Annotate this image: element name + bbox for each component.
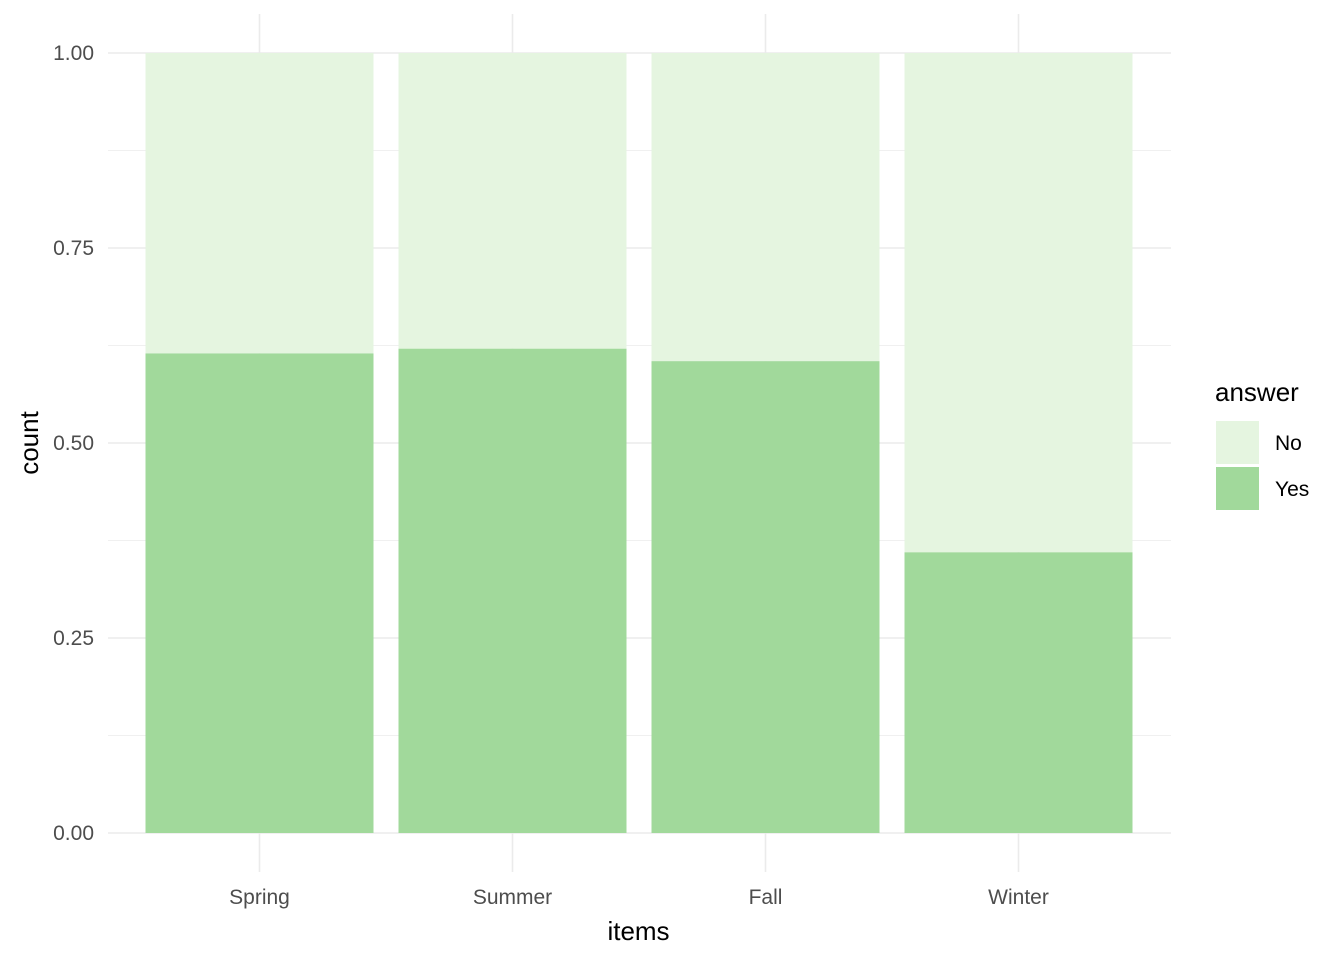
- legend-title: answer: [1215, 377, 1299, 407]
- bar-spring-no: [145, 53, 374, 354]
- y-tick-label: 0.50: [53, 432, 94, 455]
- bar-winter-yes: [904, 552, 1133, 833]
- y-tick-label: 1.00: [53, 42, 94, 65]
- y-tick-label: 0.25: [53, 627, 94, 650]
- bar-spring-yes: [145, 353, 374, 833]
- bar-winter-no: [904, 53, 1133, 553]
- bar-fall-yes: [651, 361, 880, 833]
- x-axis-ticks: Spring Summer Fall Winter: [229, 886, 1049, 909]
- x-axis-title: items: [607, 916, 669, 946]
- y-axis-title: count: [14, 410, 44, 474]
- bar-fall-no: [651, 53, 880, 362]
- bar-summer-no: [398, 53, 627, 349]
- y-tick-label: 0.75: [53, 237, 94, 260]
- bars: [145, 53, 1133, 833]
- legend-label-no: No: [1275, 432, 1302, 455]
- y-tick-label: 0.00: [53, 822, 94, 845]
- legend-label-yes: Yes: [1275, 478, 1309, 501]
- x-tick-label: Fall: [749, 886, 783, 909]
- legend: answer No Yes: [1215, 377, 1309, 510]
- x-tick-label: Winter: [988, 886, 1049, 909]
- bar-summer-yes: [398, 348, 627, 833]
- y-axis-ticks: 0.00 0.25 0.50 0.75 1.00: [53, 42, 94, 845]
- legend-key-no: [1216, 421, 1259, 464]
- legend-key-yes: [1216, 467, 1259, 510]
- x-tick-label: Spring: [229, 886, 290, 909]
- x-tick-label: Summer: [473, 886, 552, 909]
